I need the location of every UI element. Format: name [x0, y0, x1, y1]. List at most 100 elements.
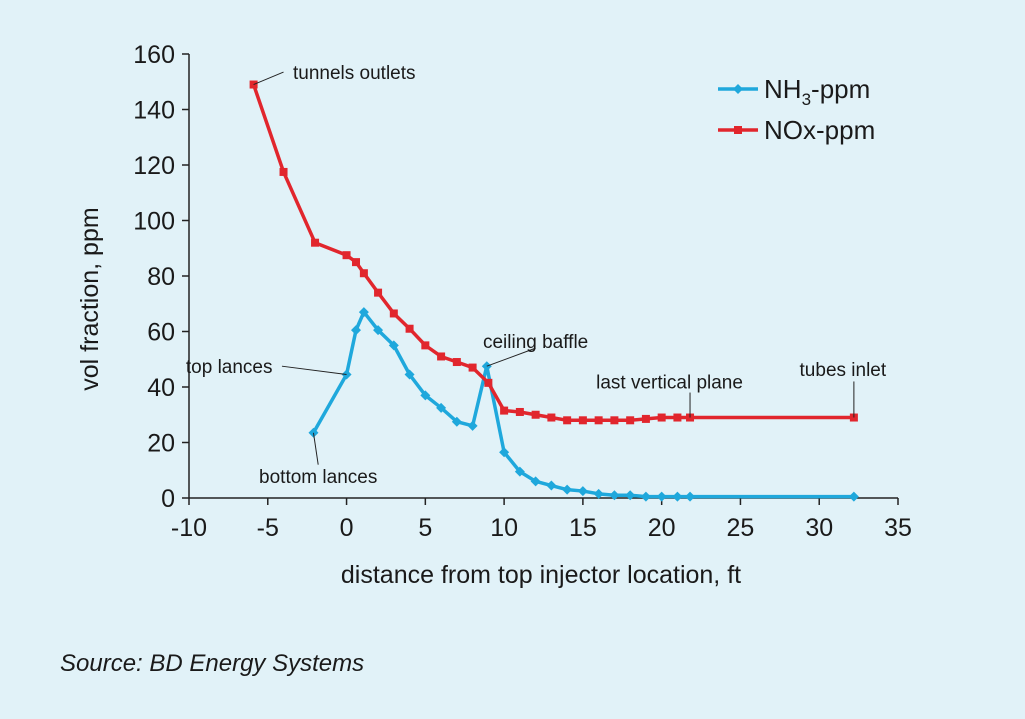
data-point [389, 309, 398, 318]
data-point [436, 402, 447, 413]
x-tick-label: 25 [727, 514, 755, 542]
data-point [358, 307, 369, 318]
legend-label: NOx-ppm [764, 115, 875, 145]
annotation-leader [281, 365, 347, 376]
data-point [562, 484, 573, 495]
data-point [405, 324, 414, 333]
data-point [514, 466, 525, 477]
annotation-leader [253, 71, 284, 85]
annotation-label: ceiling baffle [483, 332, 588, 353]
data-point [404, 369, 415, 380]
series-layer [249, 80, 859, 502]
x-tick-label: 0 [340, 514, 354, 542]
data-point [578, 416, 587, 425]
data-point [279, 167, 288, 176]
data-point [374, 288, 383, 297]
y-tick-label: 80 [147, 263, 175, 291]
annotation: tubes inlet [800, 360, 887, 418]
annotation: tunnels outlets [253, 63, 416, 85]
data-point [500, 406, 509, 415]
line-chart: -10 -5 0 5 10 15 20 25 30 35 0 20 40 60 80 100 120 140 160… [76, 41, 912, 589]
series-line [251, 83, 854, 423]
data-point [530, 476, 541, 487]
data-point [626, 416, 635, 425]
annotation-label: bottom lances [259, 467, 377, 488]
annotation-label: top lances [186, 357, 273, 378]
annotation-leader [312, 432, 319, 465]
data-point [641, 414, 650, 423]
data-point [484, 378, 493, 387]
data-point [610, 416, 619, 425]
x-axis-label: distance from top injector location, ft [341, 561, 741, 589]
data-point [352, 258, 361, 267]
source-note: Source: BD Energy Systems [60, 650, 365, 677]
x-tick-label: 5 [418, 514, 432, 542]
data-point [311, 238, 320, 247]
y-tick-label: 40 [147, 374, 175, 402]
annotation: last vertical plane [596, 372, 743, 418]
y-tick-label: 160 [133, 41, 175, 69]
data-point [609, 490, 620, 501]
legend-marker [733, 84, 743, 94]
data-point [351, 325, 362, 336]
legend-marker [734, 126, 742, 134]
data-point [421, 341, 430, 350]
data-point [672, 491, 683, 502]
data-point [625, 490, 636, 501]
annotation-leader [486, 347, 536, 367]
annotation: bottom lances [259, 432, 377, 488]
annotation: ceiling baffle [483, 332, 588, 367]
x-tick-label: 30 [805, 514, 833, 542]
legend-item-nh3: NH3-ppm [718, 74, 870, 109]
x-tick-label: -10 [171, 514, 207, 542]
data-point [499, 447, 510, 458]
x-tick-label: 10 [490, 514, 518, 542]
y-tick-label: 140 [133, 97, 175, 125]
legend: NH3-ppm NOx-ppm [718, 74, 875, 145]
y-tick-label: 120 [133, 152, 175, 180]
data-point [848, 491, 859, 502]
annotation-label: tubes inlet [800, 360, 887, 381]
annotation-layer: tunnels outlets top lances bottom lances ce… [186, 63, 887, 488]
data-point [563, 416, 572, 425]
data-point [342, 251, 351, 260]
data-point [452, 358, 461, 367]
x-tick-label: 15 [569, 514, 597, 542]
data-point [685, 491, 696, 502]
data-point [373, 325, 384, 336]
data-point [467, 420, 478, 431]
annotation-label: tunnels outlets [293, 63, 416, 84]
y-tick-label: 20 [147, 430, 175, 458]
data-point [640, 491, 651, 502]
data-point [437, 352, 446, 361]
x-tick-label: -5 [257, 514, 279, 542]
y-tick-label: 0 [161, 485, 175, 513]
data-point [515, 407, 524, 416]
data-point [594, 416, 603, 425]
legend-item-nox: NOx-ppm [718, 115, 875, 145]
series-nh3 [308, 307, 859, 502]
legend-label: NH3-ppm [764, 74, 870, 109]
y-tick-label: 60 [147, 319, 175, 347]
data-point [451, 416, 462, 427]
data-point [359, 269, 368, 278]
data-point [388, 340, 399, 351]
x-tick-label: 20 [648, 514, 676, 542]
annotation: top lances [186, 357, 347, 378]
data-point [531, 410, 540, 419]
data-point [593, 488, 604, 499]
data-point [577, 486, 588, 497]
data-point [420, 390, 431, 401]
data-point [673, 413, 682, 422]
x-tick-label: 35 [884, 514, 912, 542]
data-point [546, 480, 557, 491]
data-point [656, 491, 667, 502]
data-point [657, 413, 666, 422]
annotation-label: last vertical plane [596, 372, 743, 393]
data-point [468, 363, 477, 372]
data-point [547, 413, 556, 422]
y-axis-label: vol fraction, ppm [76, 207, 104, 390]
y-tick-label: 100 [133, 208, 175, 236]
axes: -10 -5 0 5 10 15 20 25 30 35 0 20 40 60 80 100 120 140 160 [133, 41, 912, 542]
